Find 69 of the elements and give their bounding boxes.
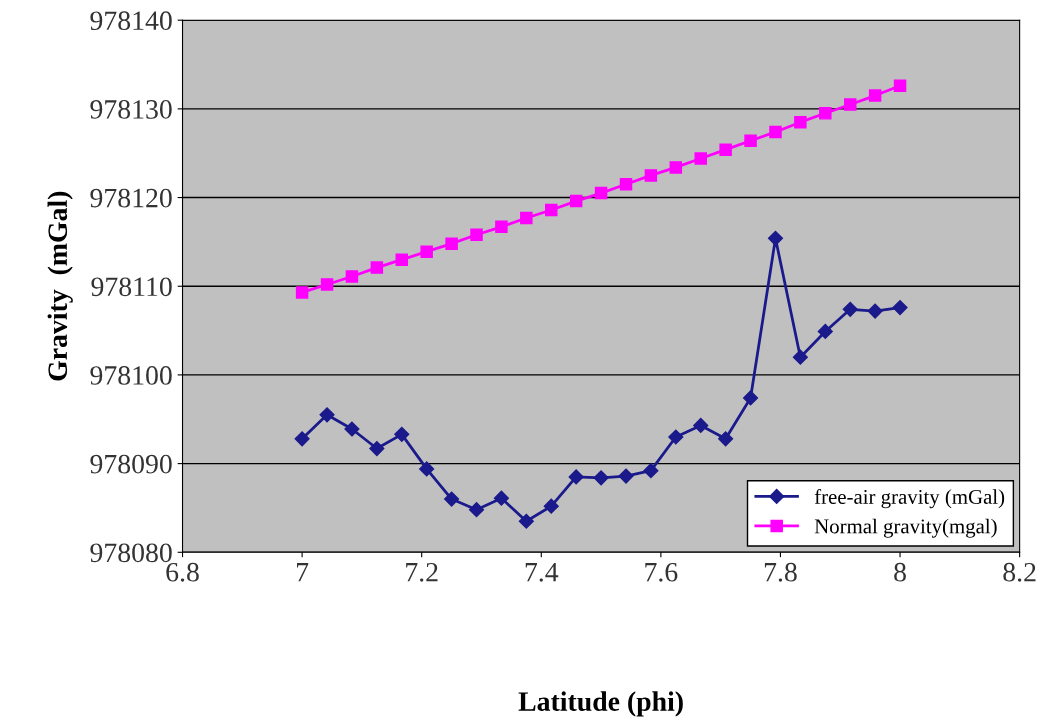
point bbox=[868, 89, 882, 102]
x-tick-label: 7.2 bbox=[406, 562, 438, 582]
x-tick-label: 8 bbox=[894, 562, 906, 582]
y-tick-label: 978090 bbox=[90, 454, 172, 474]
y-tick-label: 978110 bbox=[91, 277, 172, 297]
point bbox=[369, 440, 385, 457]
point bbox=[495, 220, 508, 234]
point bbox=[420, 245, 433, 258]
x-tick-label: 6.8 bbox=[166, 562, 199, 582]
y-tick-label: 978080 bbox=[90, 543, 172, 563]
point bbox=[618, 468, 634, 484]
x-tick-label: 7.8 bbox=[764, 562, 797, 582]
point bbox=[493, 490, 509, 506]
y-tick-label: 978130 bbox=[90, 100, 172, 119]
point bbox=[569, 194, 583, 208]
point bbox=[893, 79, 907, 93]
point bbox=[445, 237, 458, 250]
y-tick-label: 978100 bbox=[90, 366, 172, 385]
x-tick-label: 7 bbox=[297, 563, 309, 582]
point bbox=[345, 270, 359, 283]
x-tick-label: 7.4 bbox=[525, 563, 559, 582]
point bbox=[694, 152, 708, 165]
point bbox=[568, 469, 584, 485]
point bbox=[669, 161, 683, 174]
point bbox=[593, 470, 609, 486]
point bbox=[842, 301, 858, 317]
x-tick-label: 8.2 bbox=[1003, 562, 1036, 582]
point bbox=[518, 513, 534, 529]
point bbox=[643, 463, 659, 479]
point bbox=[843, 98, 857, 111]
point bbox=[867, 303, 883, 319]
point bbox=[767, 230, 784, 246]
point bbox=[619, 178, 633, 191]
legend-label: Normal gravity(mgal) bbox=[814, 518, 997, 538]
point bbox=[668, 429, 684, 445]
point bbox=[394, 426, 410, 442]
point bbox=[744, 134, 757, 148]
point bbox=[295, 286, 309, 299]
point bbox=[468, 502, 485, 518]
x-axis-title: Latitude (phi) bbox=[518, 691, 683, 717]
point bbox=[320, 278, 334, 291]
y-tick-label: 978140 bbox=[90, 11, 172, 31]
point bbox=[344, 421, 360, 437]
y-tick-label: 978120 bbox=[90, 188, 172, 208]
point bbox=[792, 349, 808, 365]
point bbox=[892, 299, 908, 316]
point bbox=[294, 431, 310, 447]
point bbox=[719, 143, 732, 156]
y-axis-title: Gravity (mGal) bbox=[47, 191, 73, 381]
point bbox=[594, 186, 608, 200]
point bbox=[742, 390, 759, 406]
x-tick-label: 7.6 bbox=[645, 562, 678, 582]
point bbox=[819, 107, 832, 120]
point bbox=[444, 491, 460, 507]
point bbox=[419, 461, 435, 477]
point bbox=[470, 228, 483, 242]
point bbox=[370, 261, 384, 274]
point bbox=[543, 498, 559, 514]
point bbox=[319, 407, 335, 423]
legend-label: free-air gravity (mGal) bbox=[814, 489, 1005, 509]
point bbox=[545, 203, 558, 217]
point bbox=[644, 169, 658, 182]
point bbox=[520, 211, 533, 225]
point bbox=[817, 323, 833, 340]
point bbox=[769, 125, 782, 139]
point bbox=[718, 431, 734, 447]
point bbox=[693, 417, 709, 434]
point bbox=[395, 253, 409, 266]
point bbox=[794, 115, 807, 129]
